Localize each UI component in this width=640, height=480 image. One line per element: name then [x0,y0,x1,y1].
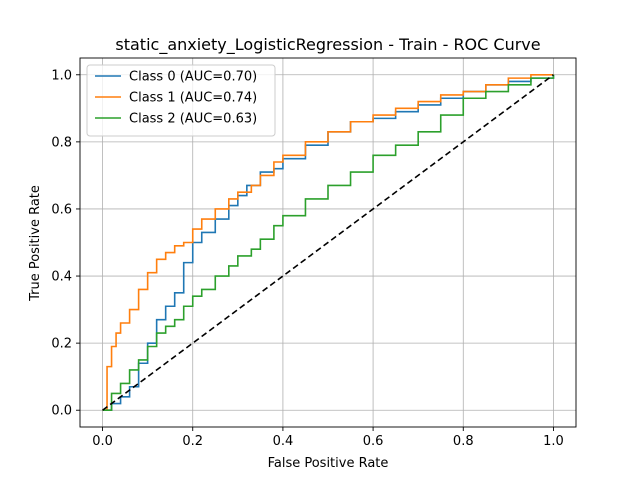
y-tick-label: 0.4 [51,270,72,285]
x-tick-label: 0.2 [182,434,203,449]
legend-box [86,64,276,137]
x-tick-label: 1.0 [543,434,564,449]
x-tick-label: 0.6 [363,434,384,449]
legend: Class 0 (AUC=0.70) Class 1 (AUC=0.74) Clas… [86,64,276,137]
y-tick-label: 1.0 [51,68,72,83]
y-tick-label: 0.8 [51,135,72,150]
chance-diagonal-line [102,74,554,411]
y-axis-label: True Positive Rate [28,185,43,302]
roc-curve-class-1 [102,73,554,412]
y-tick-label: 0.2 [51,337,72,352]
chart-title: static_anxiety_LogisticRegression - Trai… [115,35,540,55]
x-tick-label: 0.8 [453,434,474,449]
legend-entry: Class 2 (AUC=0.63) [129,112,257,127]
x-axis-label: False Positive Rate [268,456,389,471]
plot-area: 0.0 0.2 0.4 0.6 0.8 1.0 0.0 0.2 0.4 0.6 0.8 1.0 [51,57,577,449]
y-tick-label: 0.6 [51,202,72,217]
legend-entry: Class 1 (AUC=0.74) [129,91,257,106]
roc-curve-class-2 [102,74,555,412]
x-tick-label: 0.0 [92,434,113,449]
y-tick-label: 0.0 [51,404,72,419]
x-tick-label: 0.4 [273,434,294,449]
legend-entry: Class 0 (AUC=0.70) [129,70,257,85]
plot-frame [79,57,577,428]
